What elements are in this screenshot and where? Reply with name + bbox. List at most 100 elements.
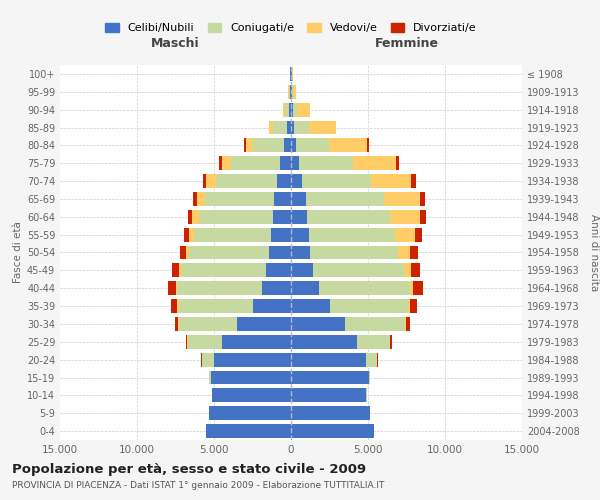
- Bar: [291, 210, 307, 224]
- Bar: [390, 335, 392, 349]
- Bar: [367, 352, 377, 366]
- Bar: [171, 299, 178, 313]
- Bar: [291, 352, 367, 366]
- Bar: [272, 210, 291, 224]
- Bar: [291, 370, 369, 384]
- Y-axis label: Fasce di età: Fasce di età: [13, 222, 23, 284]
- Bar: [291, 335, 357, 349]
- Bar: [410, 299, 418, 313]
- Bar: [290, 85, 291, 99]
- Bar: [291, 264, 313, 278]
- Y-axis label: Anni di nascita: Anni di nascita: [589, 214, 599, 291]
- Bar: [186, 335, 187, 349]
- Bar: [410, 246, 418, 260]
- Bar: [285, 102, 289, 117]
- Bar: [168, 281, 176, 295]
- Bar: [188, 335, 222, 349]
- Bar: [291, 67, 292, 81]
- Bar: [357, 335, 389, 349]
- Bar: [299, 156, 353, 170]
- Bar: [288, 85, 289, 99]
- Bar: [406, 317, 410, 331]
- Bar: [289, 85, 290, 99]
- Bar: [353, 156, 396, 170]
- Bar: [307, 210, 391, 224]
- Bar: [215, 174, 277, 188]
- Bar: [222, 335, 291, 349]
- Bar: [202, 352, 214, 366]
- Bar: [178, 317, 179, 331]
- Bar: [298, 102, 310, 117]
- Bar: [291, 174, 302, 188]
- Text: Maschi: Maschi: [151, 37, 200, 50]
- Bar: [206, 174, 215, 188]
- Text: Femmine: Femmine: [374, 37, 439, 50]
- Bar: [419, 192, 425, 206]
- Bar: [284, 138, 291, 152]
- Bar: [329, 299, 408, 313]
- Bar: [244, 138, 245, 152]
- Bar: [199, 210, 272, 224]
- Bar: [294, 120, 310, 134]
- Bar: [389, 335, 390, 349]
- Bar: [178, 299, 179, 313]
- Bar: [280, 156, 291, 170]
- Bar: [176, 281, 177, 295]
- Text: Popolazione per età, sesso e stato civile - 2009: Popolazione per età, sesso e stato civil…: [12, 462, 366, 475]
- Bar: [271, 228, 291, 241]
- Legend: Celibi/Nubili, Coniugati/e, Vedovi/e, Divorziati/e: Celibi/Nubili, Coniugati/e, Vedovi/e, Di…: [101, 18, 481, 38]
- Bar: [290, 67, 291, 81]
- Bar: [273, 120, 287, 134]
- Bar: [305, 192, 384, 206]
- Bar: [291, 424, 374, 438]
- Bar: [269, 246, 291, 260]
- Bar: [283, 102, 285, 117]
- Bar: [371, 174, 412, 188]
- Bar: [211, 370, 291, 384]
- Bar: [231, 156, 280, 170]
- Bar: [289, 102, 291, 117]
- Bar: [253, 138, 284, 152]
- Bar: [253, 299, 291, 313]
- Bar: [209, 406, 291, 420]
- Bar: [291, 228, 309, 241]
- Bar: [291, 317, 345, 331]
- Bar: [277, 174, 291, 188]
- Bar: [262, 281, 291, 295]
- Bar: [291, 156, 299, 170]
- Bar: [209, 370, 211, 384]
- Bar: [220, 156, 222, 170]
- Bar: [309, 228, 395, 241]
- Bar: [177, 281, 262, 295]
- Bar: [179, 264, 182, 278]
- Bar: [405, 317, 406, 331]
- Bar: [410, 281, 413, 295]
- Bar: [206, 424, 291, 438]
- Bar: [319, 281, 410, 295]
- Bar: [412, 174, 416, 188]
- Bar: [291, 246, 310, 260]
- Bar: [293, 102, 298, 117]
- Bar: [194, 228, 271, 241]
- Bar: [310, 246, 398, 260]
- Bar: [291, 281, 319, 295]
- Bar: [291, 120, 294, 134]
- Bar: [214, 352, 291, 366]
- Bar: [296, 138, 329, 152]
- Bar: [395, 228, 415, 241]
- Bar: [310, 120, 335, 134]
- Bar: [291, 299, 329, 313]
- Bar: [396, 156, 399, 170]
- Bar: [404, 264, 411, 278]
- Bar: [329, 138, 367, 152]
- Bar: [180, 246, 186, 260]
- Bar: [212, 388, 291, 402]
- Bar: [205, 192, 274, 206]
- Bar: [292, 85, 293, 99]
- Bar: [413, 281, 422, 295]
- Bar: [411, 264, 420, 278]
- Bar: [313, 264, 404, 278]
- Bar: [172, 264, 179, 278]
- Bar: [415, 228, 422, 241]
- Bar: [335, 120, 336, 134]
